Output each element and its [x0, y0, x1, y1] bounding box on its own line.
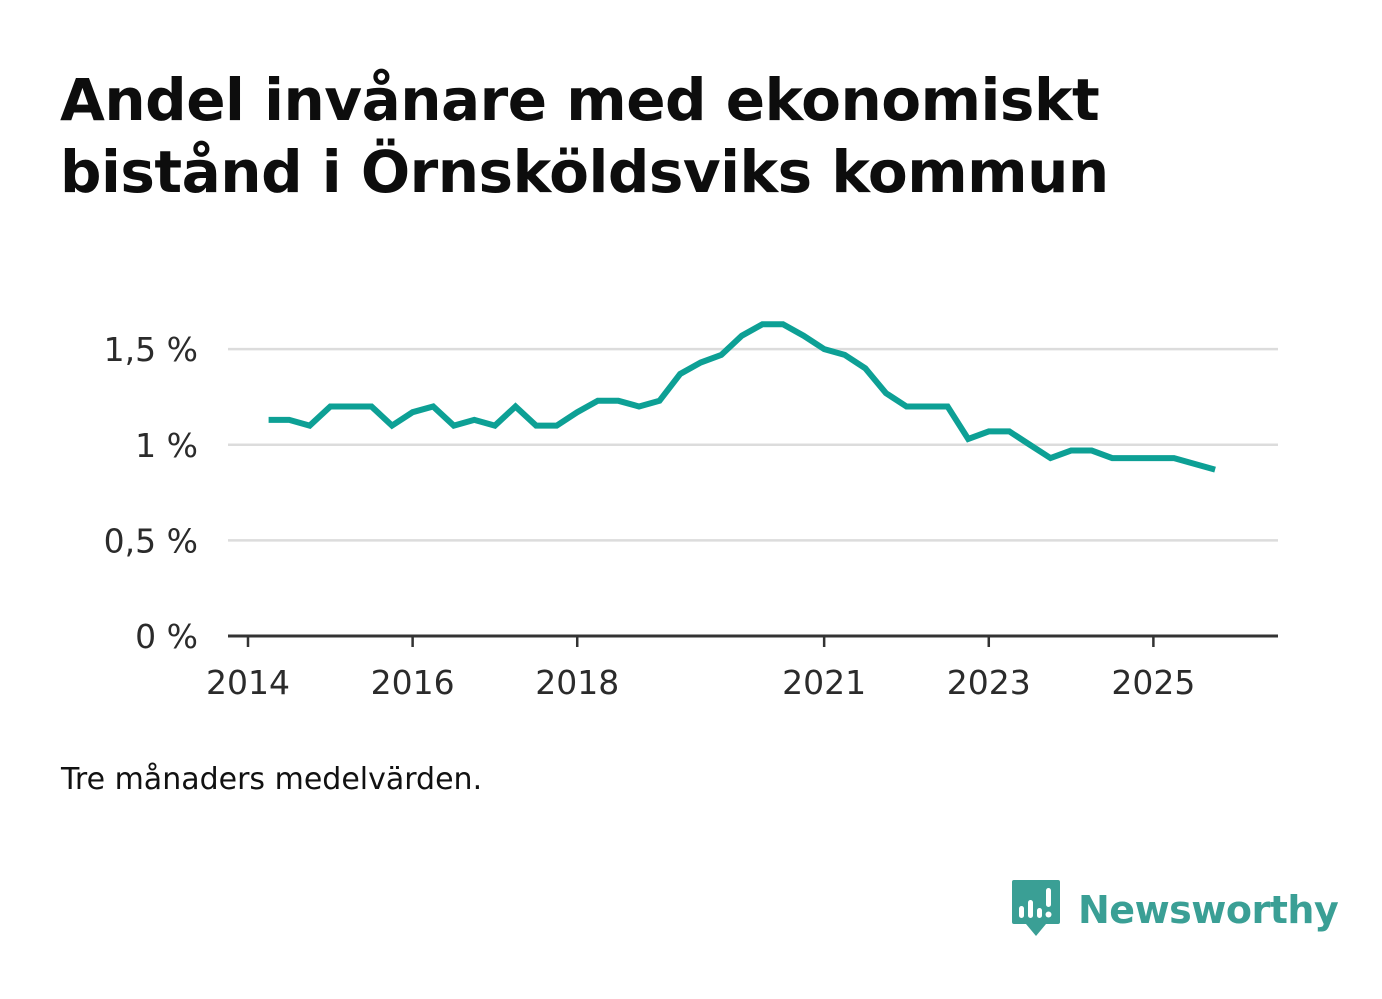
y-tick-label: 1,5 % [104, 330, 198, 369]
x-tick-label: 2018 [535, 663, 619, 702]
x-tick-label: 2016 [371, 663, 455, 702]
series-line [268, 321, 1216, 473]
logo-bar-4 [1046, 888, 1051, 907]
chart-note: Tre månaders medelvärden. [61, 762, 483, 797]
series-layer [268, 321, 1216, 473]
x-tick-label: 2021 [782, 663, 866, 702]
line-chart: 0 % 0,5 % 1 % 1,5 % 2014 2016 2018 2021 2023 202… [104, 321, 1278, 702]
x-axis-labels: 2014 2016 2018 2021 2023 2025 [206, 663, 1195, 702]
logo-bar-1 [1019, 906, 1024, 918]
x-tick-label: 2025 [1111, 663, 1195, 702]
y-tick-label: 0 % [135, 617, 198, 656]
grid-lines [228, 347, 1278, 542]
y-axis-labels: 0 % 0,5 % 1 % 1,5 % [104, 330, 198, 656]
x-tick-label: 2023 [947, 663, 1031, 702]
logo-bar-2 [1028, 900, 1033, 918]
brand-name: Newsworthy [1078, 888, 1339, 932]
newsworthy-brand: Newsworthy [1010, 878, 1339, 942]
logo-bar-3 [1037, 908, 1042, 918]
y-tick-label: 0,5 % [104, 521, 198, 560]
newsworthy-logo-icon [1012, 880, 1060, 936]
logo-dot [1045, 911, 1052, 918]
x-axis [228, 634, 1278, 647]
x-tick-label: 2014 [206, 663, 290, 702]
y-tick-label: 1 % [135, 426, 198, 465]
chart-title: Andel invånare med ekonomiskt bistånd i … [60, 66, 1109, 206]
